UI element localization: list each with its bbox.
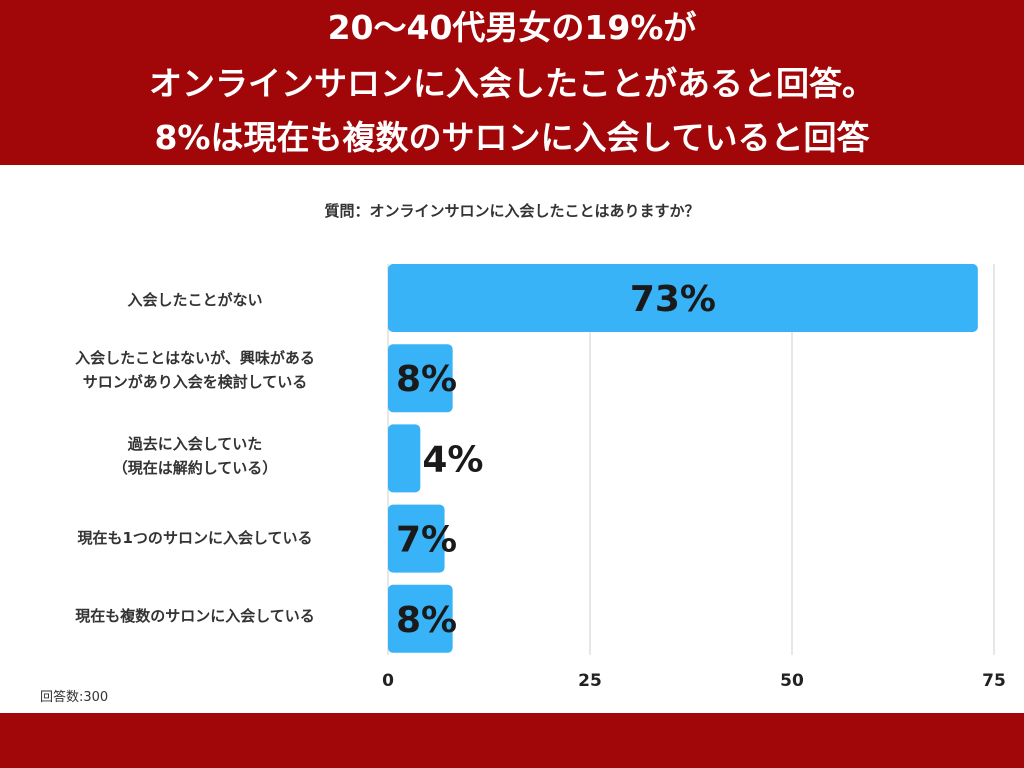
category-label-3: 現在も1つのサロンに入会している <box>77 529 313 547</box>
bar-value-label-4: 8% <box>396 600 457 641</box>
category-label-2: 過去に入会していた （現在は解約している） <box>112 435 278 477</box>
question-text: 質問：オンラインサロンに入会したことはありますか？ <box>324 202 700 220</box>
bar-1 <box>388 344 453 413</box>
category-label-0: 入会したことがない <box>127 291 263 309</box>
x-tick-label-50: 50 <box>780 671 804 691</box>
title-line-1: 20〜40代男女の19%が <box>327 8 697 47</box>
bar-value-label-0: 73% <box>630 279 716 320</box>
bar-value-label-3: 7% <box>396 520 457 561</box>
x-tick-label-25: 25 <box>578 671 602 691</box>
sample-size-note: 回答数:300 <box>40 690 109 705</box>
category-label-4: 現在も複数のサロンに入会している <box>75 607 315 625</box>
title-line-2: オンラインサロンに入会したことがあると回答。 <box>149 64 875 103</box>
bar-value-label-1: 8% <box>396 359 457 400</box>
title-banner: 20〜40代男女の19%が オンラインサロンに入会したことがあると回答。 8%は… <box>0 0 1024 165</box>
bar-4 <box>388 584 453 653</box>
bar-0 <box>388 264 978 332</box>
title-line-3: 8%は現在も複数のサロンに入会していると回答 <box>154 118 870 157</box>
footer-banner <box>0 713 1024 768</box>
bar-value-label-2: 4% <box>422 439 483 480</box>
bar-chart: 0 25 50 75 73% 8% 4% 7% 8% <box>382 264 1006 691</box>
bar-3 <box>388 504 445 573</box>
x-tick-label-75: 75 <box>982 671 1006 691</box>
bar-2 <box>388 424 421 493</box>
x-tick-label-0: 0 <box>382 671 394 691</box>
category-label-1: 入会したことはないが、興味がある サロンがあり入会を検討している <box>75 349 315 391</box>
